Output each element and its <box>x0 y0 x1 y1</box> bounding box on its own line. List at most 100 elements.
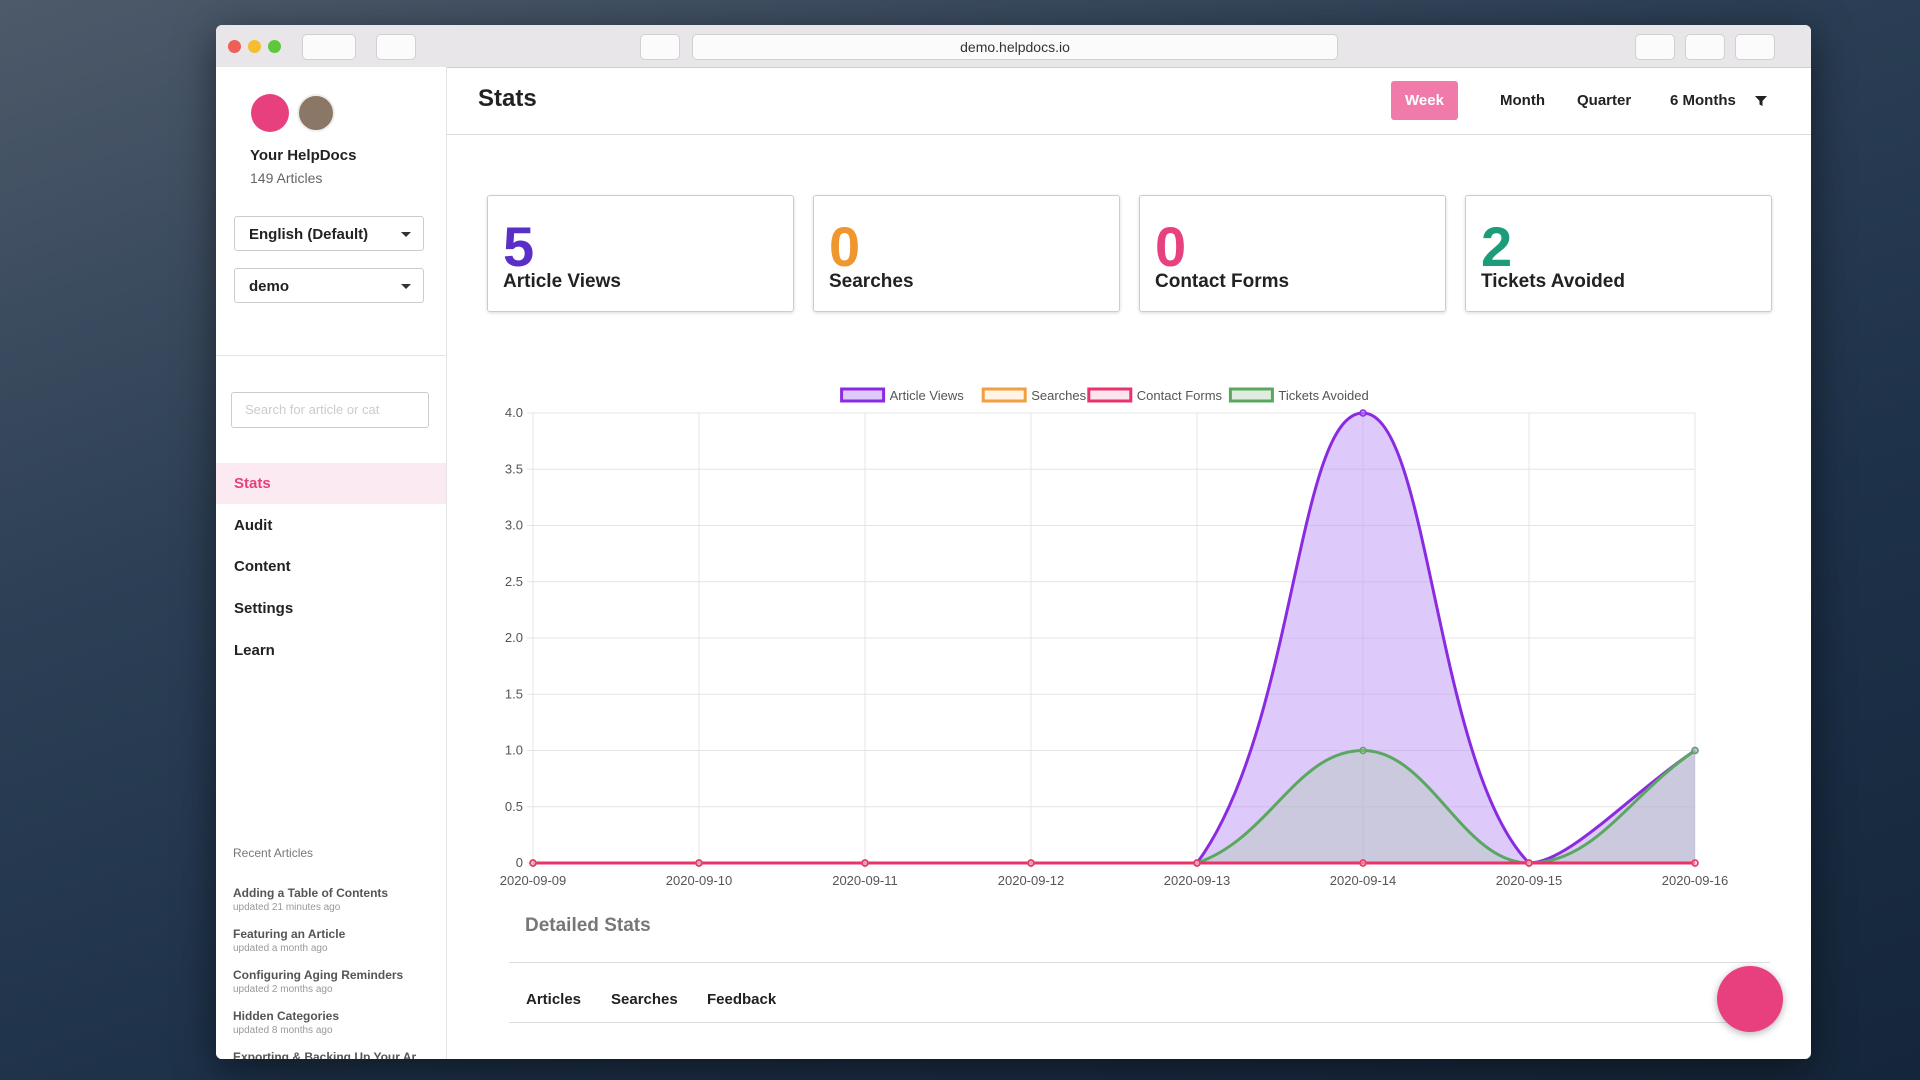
stat-label: Contact Forms <box>1155 271 1290 292</box>
sidebar-toggle[interactable] <box>376 34 416 60</box>
legend-label: Tickets Avoided <box>1278 388 1368 403</box>
back-forward[interactable] <box>302 34 356 60</box>
point <box>1193 859 1201 867</box>
recent-updated: updated a month ago <box>233 943 328 954</box>
x-tick-label: 2020-09-16 <box>1662 873 1729 888</box>
address-bar[interactable]: demo.helpdocs.io <box>692 34 1338 60</box>
legend-swatch <box>981 387 1027 403</box>
legend-swatch <box>1087 387 1133 403</box>
recent-title[interactable]: Hidden Categories <box>233 1009 340 1023</box>
privacy[interactable] <box>640 34 680 60</box>
search-box[interactable]: Search for article or cat <box>231 392 429 428</box>
point <box>1525 859 1533 867</box>
range-tab[interactable]: Week <box>1391 81 1458 120</box>
recent-title[interactable]: Exporting & Backing Up Your Ar... <box>233 1050 426 1059</box>
minimize[interactable] <box>248 40 261 53</box>
recent-title[interactable]: Adding a Table of Contents <box>233 886 389 900</box>
sidebar: Your HelpDocs 149 Articles English (Defa… <box>216 67 447 1059</box>
divider <box>216 355 446 356</box>
close[interactable] <box>228 40 241 53</box>
help-button[interactable] <box>1717 966 1783 1032</box>
stat-card: 0 Contact Forms <box>1139 195 1446 312</box>
stat-value: 2 <box>1481 215 1513 278</box>
nav-item[interactable]: Learn <box>234 642 275 659</box>
stat-value: 0 <box>1155 215 1187 278</box>
recent-title[interactable]: Featuring an Article <box>233 927 346 941</box>
x-tick-label: 2020-09-13 <box>1164 873 1231 888</box>
detail-tab[interactable]: Articles <box>526 991 582 1008</box>
browser-window: demo.helpdocs.io Your HelpDocs 149 Artic… <box>216 25 1811 1059</box>
legend-label: Searches <box>1031 388 1086 403</box>
point <box>861 859 869 867</box>
page-title: Stats <box>478 85 537 112</box>
point <box>1359 409 1367 417</box>
divider <box>509 962 1770 963</box>
detailed-title: Detailed Stats <box>525 915 651 936</box>
legend-swatch <box>1228 387 1274 403</box>
y-tick-label: 2.0 <box>505 630 523 645</box>
y-tick-label: 2.5 <box>505 574 523 589</box>
recent-title[interactable]: Configuring Aging Reminders <box>233 968 404 982</box>
site-name[interactable]: Your HelpDocs <box>250 147 357 164</box>
url: demo.helpdocs.io <box>960 39 1070 55</box>
nav-item[interactable]: Content <box>234 558 291 575</box>
article-count: 149 Articles <box>250 170 323 186</box>
range-tab[interactable]: Quarter <box>1577 92 1632 109</box>
y-tick-label: 4.0 <box>505 405 523 420</box>
y-tick-label: 1.5 <box>505 686 523 701</box>
point <box>1691 859 1699 867</box>
nav-item[interactable]: Stats <box>234 475 271 492</box>
avatar[interactable] <box>297 94 335 132</box>
legend-label: Article Views <box>890 388 965 403</box>
area <box>533 413 1695 863</box>
filter-icon[interactable] <box>1754 94 1768 108</box>
area <box>533 750 1695 863</box>
toolbar: demo.helpdocs.io <box>216 25 1811 68</box>
x-tick-label: 2020-09-12 <box>998 873 1065 888</box>
x-tick-label: 2020-09-15 <box>1496 873 1563 888</box>
zoom[interactable] <box>268 40 281 53</box>
detail-tab[interactable]: Feedback <box>707 991 777 1008</box>
y-tick-label: 3.0 <box>505 518 523 533</box>
x-tick-label: 2020-09-10 <box>666 873 733 888</box>
point <box>695 859 703 867</box>
x-tick-label: 2020-09-09 <box>500 873 567 888</box>
stat-label: Searches <box>829 271 914 292</box>
downloads[interactable] <box>1635 34 1675 60</box>
recent-updated: updated 8 months ago <box>233 1025 333 1036</box>
y-tick-label: 1.0 <box>505 743 523 758</box>
point <box>1691 746 1699 755</box>
y-tick-label: 0 <box>516 855 523 870</box>
y-tick-label: 3.5 <box>505 461 523 476</box>
version-select[interactable]: demo <box>234 268 424 303</box>
tabs[interactable] <box>1735 34 1775 60</box>
logo <box>251 94 289 132</box>
chart: 0 0.5 1.0 1.5 2.0 2.5 3.0 3.5 4.0 2020-09-09 2020-… <box>500 387 1729 888</box>
stat-value: 5 <box>503 215 535 278</box>
stat-card: 5 Article Views <box>487 195 794 312</box>
search-placeholder: Search for article or cat <box>245 402 380 417</box>
header-divider <box>446 134 1811 135</box>
recent-updated: updated 21 minutes ago <box>233 902 341 913</box>
y-tick-label: 0.5 <box>505 799 523 814</box>
point <box>529 859 537 867</box>
recent-updated: updated 2 months ago <box>233 984 333 995</box>
legend-swatch <box>840 387 886 403</box>
range-tab[interactable]: 6 Months <box>1670 92 1736 109</box>
detail-tab[interactable]: Searches <box>611 991 678 1008</box>
stat-value: 0 <box>829 215 861 278</box>
point <box>1359 859 1367 867</box>
x-tick-label: 2020-09-14 <box>1330 873 1397 888</box>
point <box>1027 859 1035 867</box>
range-tab[interactable]: Month <box>1500 92 1545 109</box>
nav-item[interactable]: Audit <box>234 517 273 534</box>
stat-label: Tickets Avoided <box>1481 271 1625 292</box>
share[interactable] <box>1685 34 1725 60</box>
nav-active <box>216 463 446 504</box>
divider <box>509 1022 1770 1023</box>
nav-item[interactable]: Settings <box>234 600 294 617</box>
language-select[interactable]: English (Default) <box>234 216 424 251</box>
stat-label: Article Views <box>503 271 621 292</box>
recent-title: Recent Articles <box>233 846 314 860</box>
